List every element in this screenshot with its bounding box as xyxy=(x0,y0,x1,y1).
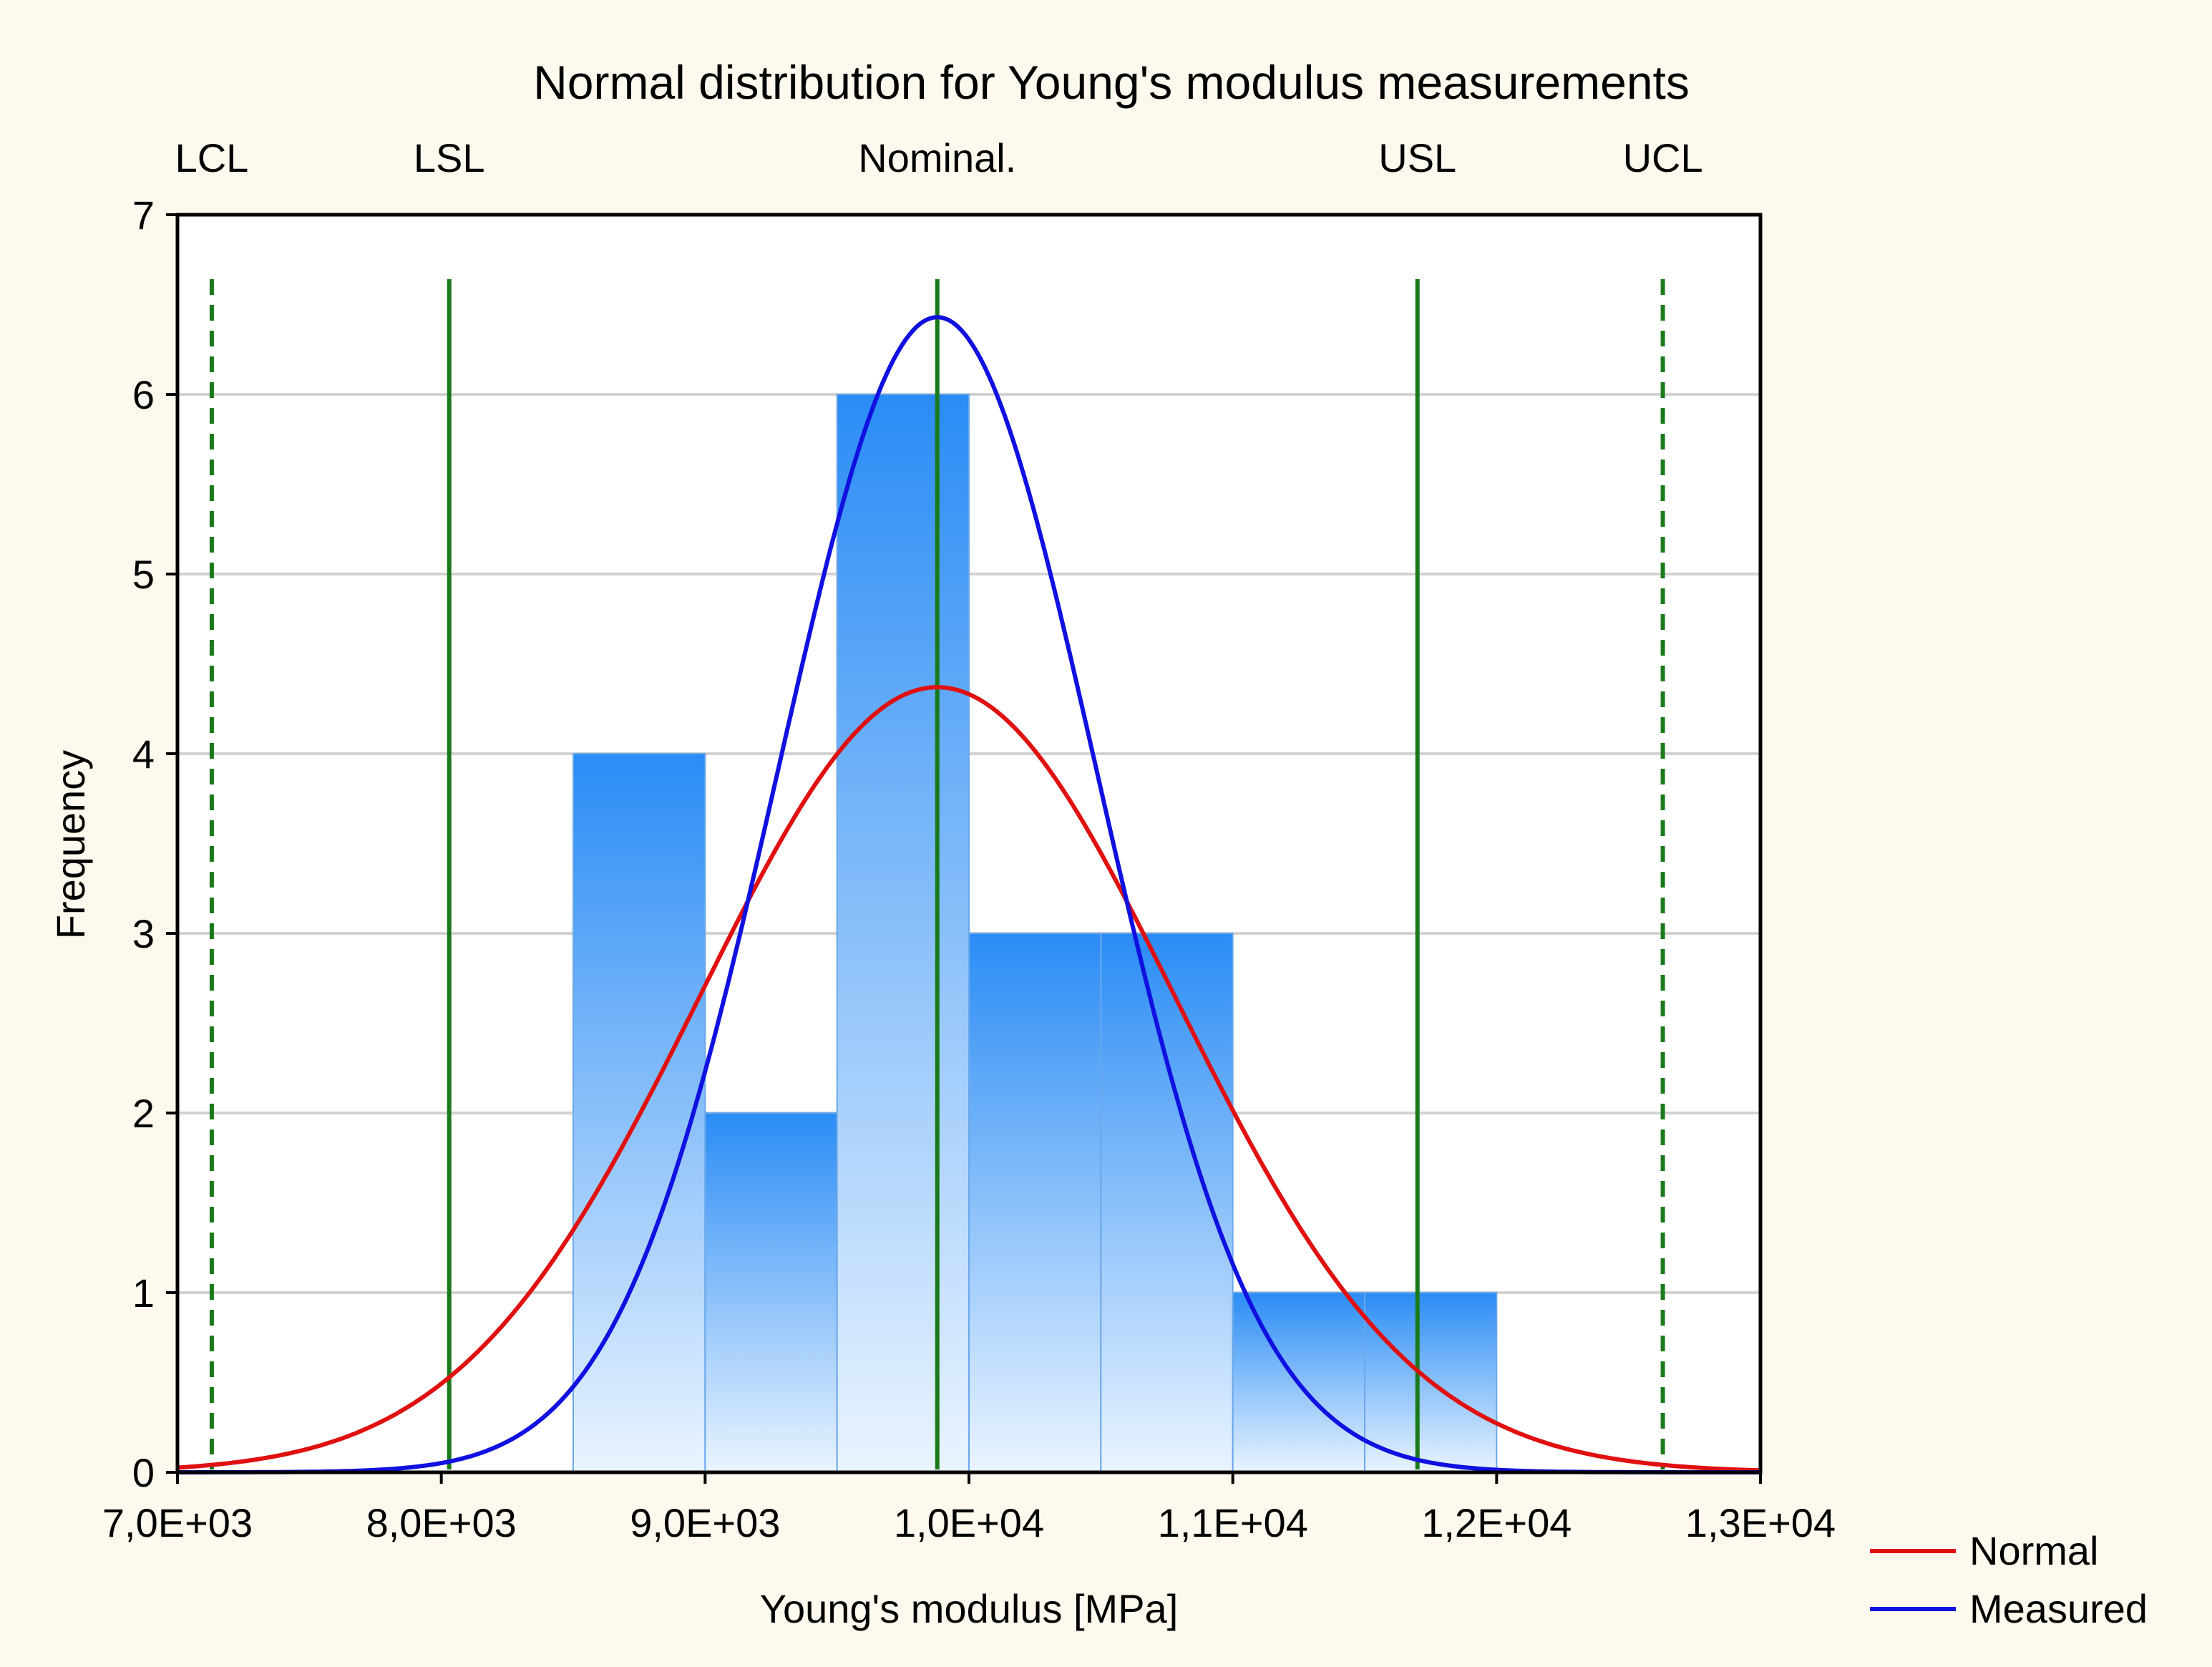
reference-label-lsl: LSL xyxy=(414,135,485,180)
x-tick-label-10000: 1,0E+04 xyxy=(894,1500,1044,1545)
curve-measured xyxy=(177,315,1760,1474)
tick-labels: 0 1 2 3 4 5 6 7 7,0E+03 8,0E+03 9,0E+03 1,0E+04 1,1E… xyxy=(102,193,1836,1545)
axes xyxy=(166,213,1763,1484)
y-tick-label-5: 5 xyxy=(132,552,155,597)
x-tick-label-13000: 1,3E+04 xyxy=(1685,1500,1836,1545)
histogram-bar-2 xyxy=(836,394,970,1473)
curve-normal xyxy=(177,685,1761,1473)
y-tick-label-4: 4 xyxy=(132,732,155,777)
legend-label-measured: Measured xyxy=(1969,1586,2148,1631)
legend: Normal Measured xyxy=(1870,1528,2148,1631)
y-tick-label-0: 0 xyxy=(132,1450,155,1495)
reference-label-ucl: UCL xyxy=(1623,135,1703,180)
reference-labels: LCL LSL Nominal. USL UCL xyxy=(175,135,1703,180)
reference-label-lcl: LCL xyxy=(175,135,249,180)
x-tick-label-11000: 1,1E+04 xyxy=(1158,1500,1308,1545)
chart-title: Normal distribution for Young's modulus … xyxy=(533,56,1690,109)
reference-label-nominal: Nominal. xyxy=(858,135,1016,180)
x-tick-label-7000: 7,0E+03 xyxy=(102,1500,253,1545)
reference-lines xyxy=(209,279,1665,1469)
y-tick-label-7: 7 xyxy=(132,193,155,238)
y-tick-label-6: 6 xyxy=(132,372,155,417)
distribution-curves xyxy=(177,315,1761,1474)
y-tick-label-1: 1 xyxy=(132,1270,155,1316)
histogram-bar-3 xyxy=(968,933,1102,1473)
legend-label-normal: Normal xyxy=(1969,1528,2098,1573)
x-axis-label: Young's modulus [MPa] xyxy=(760,1586,1179,1631)
histogram-bar-1 xyxy=(704,1112,838,1473)
y-axis-label: Frequency xyxy=(48,750,93,940)
histogram-bar-4 xyxy=(1100,933,1234,1473)
y-tick-label-3: 3 xyxy=(132,911,155,956)
x-tick-label-12000: 1,2E+04 xyxy=(1421,1500,1572,1545)
y-tick-label-2: 2 xyxy=(132,1091,155,1136)
x-tick-label-8000: 8,0E+03 xyxy=(366,1500,517,1545)
reference-label-usl: USL xyxy=(1378,135,1456,180)
x-tick-label-9000: 9,0E+03 xyxy=(630,1500,780,1545)
